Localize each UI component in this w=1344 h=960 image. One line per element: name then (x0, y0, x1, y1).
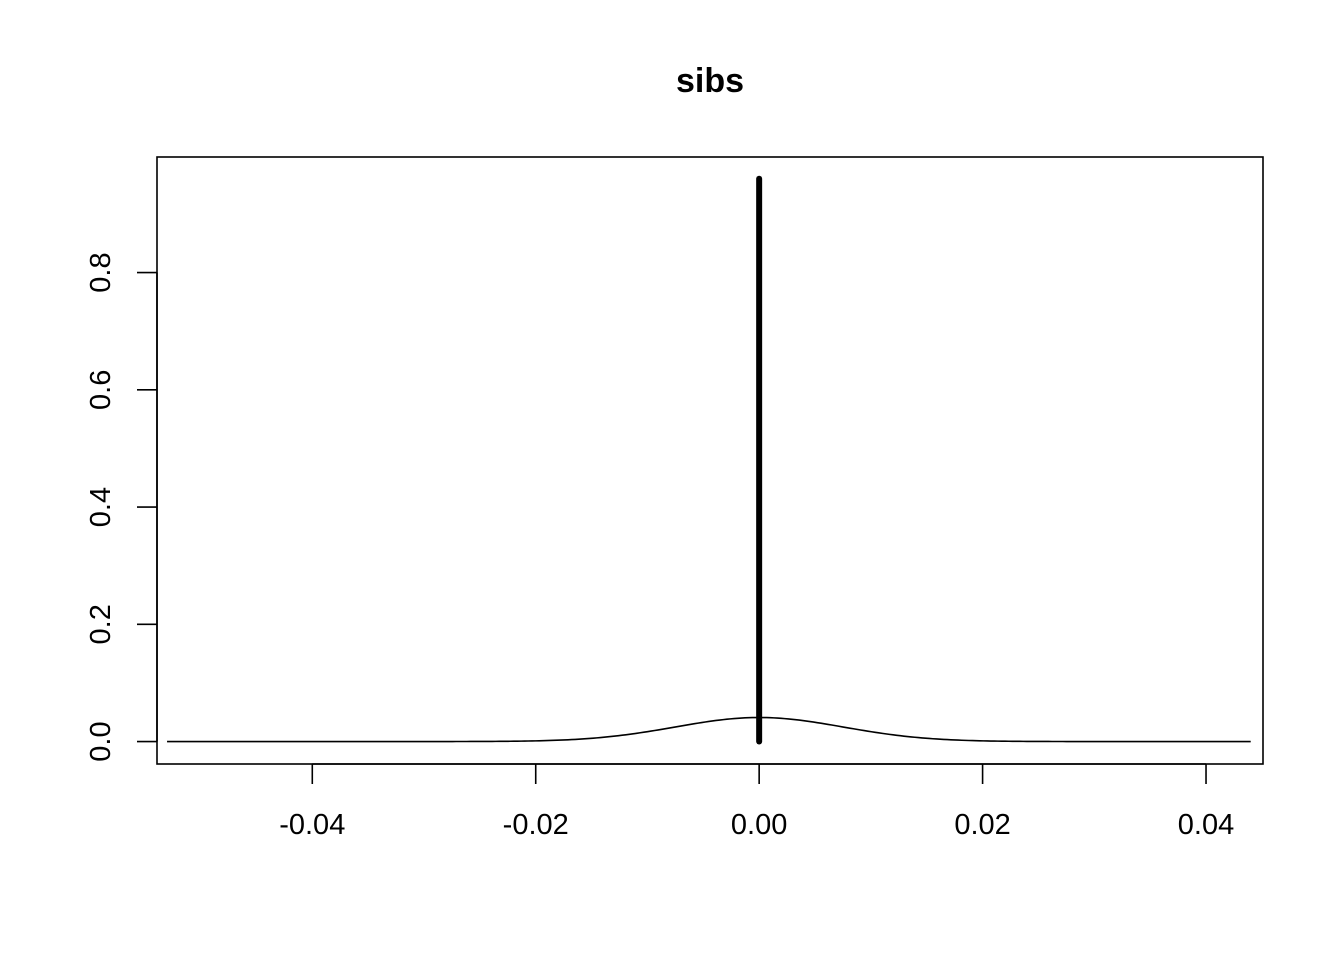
x-tick-label: 0.00 (731, 809, 787, 841)
y-tick-label: 0.8 (85, 252, 117, 292)
series-layer (167, 175, 1251, 745)
y-axis: 0.0 0.2 0.4 0.6 0.8 (85, 252, 158, 762)
y-tick-label: 0.6 (85, 370, 117, 410)
y-tick-label: 0.2 (85, 604, 117, 644)
x-axis: -0.04 -0.02 0.00 0.02 0.04 (279, 763, 1234, 841)
x-tick-label: -0.02 (503, 809, 569, 841)
x-tick-label: -0.04 (279, 809, 345, 841)
plot-frame (156, 156, 1264, 765)
y-tick-label: 0.4 (85, 487, 117, 527)
x-tick-label: 0.02 (954, 809, 1010, 841)
chart-title: sibs (676, 62, 744, 100)
x-tick-label: 0.04 (1178, 809, 1234, 841)
density-curve (167, 716, 1251, 743)
y-tick-label: 0.0 (85, 721, 117, 761)
